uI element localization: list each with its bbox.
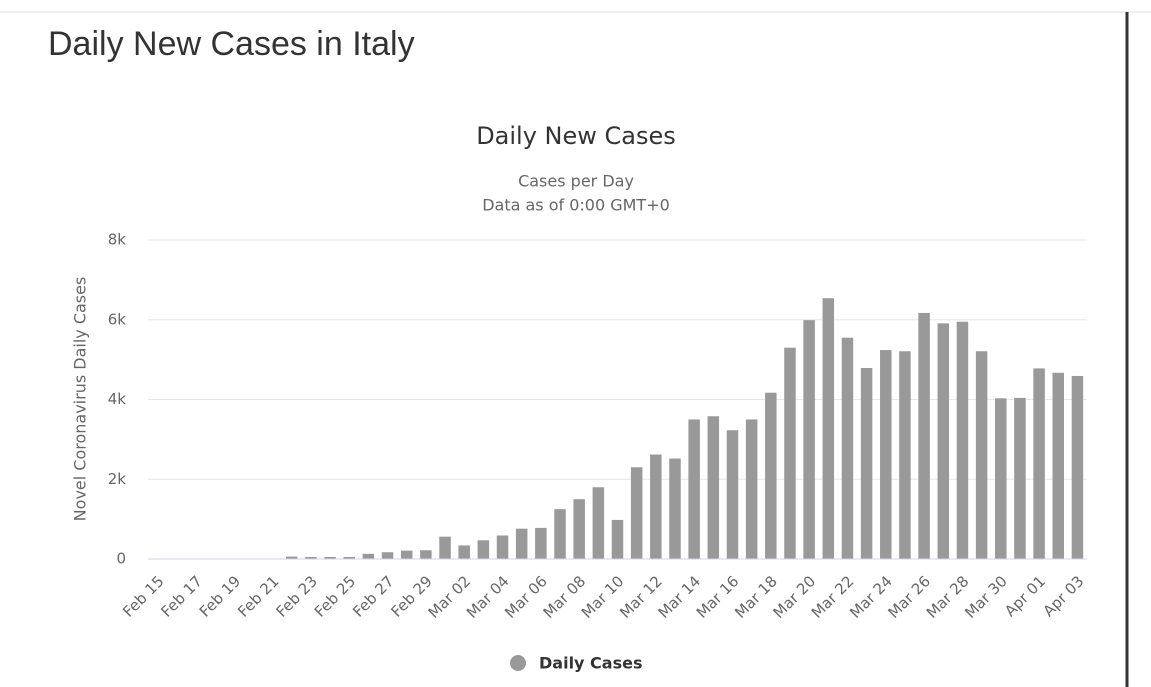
bar xyxy=(1014,397,1026,559)
bar xyxy=(573,499,585,559)
bar xyxy=(1071,375,1084,559)
legend-label[interactable]: Daily Cases xyxy=(539,654,642,673)
bar xyxy=(745,419,758,559)
bar xyxy=(707,416,720,559)
x-tick-label: Mar 06 xyxy=(501,572,551,622)
bar xyxy=(324,557,336,559)
bar xyxy=(880,350,892,559)
bar xyxy=(285,556,298,559)
bar xyxy=(630,467,643,559)
y-axis-label: Novel Coronavirus Daily Cases xyxy=(71,277,90,522)
bar xyxy=(726,430,739,559)
bar xyxy=(400,550,413,559)
bar xyxy=(611,519,624,559)
bar xyxy=(362,553,375,559)
bar xyxy=(554,509,566,559)
bar xyxy=(688,419,700,559)
bar xyxy=(995,398,1007,559)
bar xyxy=(1052,372,1065,559)
x-tick-label: Mar 22 xyxy=(808,572,858,622)
y-tick-label: 8k xyxy=(108,231,127,249)
y-tick-label: 0 xyxy=(116,550,126,568)
chart-title: Daily New Cases xyxy=(476,122,676,150)
x-tick-label: Feb 27 xyxy=(349,572,397,620)
bar xyxy=(439,536,451,559)
bar xyxy=(305,557,317,559)
bar xyxy=(458,545,470,559)
chart-subtitle: Cases per Day xyxy=(518,172,634,191)
bar xyxy=(669,458,681,559)
bar xyxy=(918,312,930,559)
x-tick-label: Feb 15 xyxy=(119,572,167,620)
x-tick-label: Feb 19 xyxy=(196,572,244,620)
y-tick-label: 2k xyxy=(108,470,127,488)
x-tick-label: Feb 17 xyxy=(158,572,206,620)
x-tick-label: Apr 03 xyxy=(1039,572,1087,620)
x-tick-label: Mar 02 xyxy=(425,572,475,622)
x-tick-label: Mar 10 xyxy=(578,572,628,622)
x-tick-label: Mar 30 xyxy=(961,572,1011,622)
page-title: Daily New Cases in Italy xyxy=(48,25,415,63)
bar xyxy=(822,298,835,559)
bar xyxy=(765,392,777,559)
legend-marker xyxy=(510,655,526,671)
x-tick-label: Apr 01 xyxy=(1001,572,1049,620)
x-tick-label: Mar 26 xyxy=(885,572,935,622)
y-tick-label: 6k xyxy=(108,310,127,328)
bar xyxy=(1033,368,1045,559)
bar xyxy=(937,323,950,559)
bar xyxy=(956,321,969,559)
x-tick-label: Mar 18 xyxy=(731,572,781,622)
x-tick-label: Mar 24 xyxy=(846,572,896,622)
x-tick-label: Mar 28 xyxy=(923,572,973,622)
bar xyxy=(535,527,547,559)
bar xyxy=(803,320,815,559)
bar xyxy=(515,528,528,559)
bar xyxy=(860,367,873,559)
x-tick-label: Feb 25 xyxy=(311,572,359,620)
x-tick-label: Mar 16 xyxy=(693,572,743,622)
chart-subtitle: Data as of 0:00 GMT+0 xyxy=(482,196,670,215)
x-tick-label: Mar 14 xyxy=(655,572,705,622)
x-tick-label: Feb 21 xyxy=(234,572,282,620)
bar xyxy=(420,550,432,559)
x-tick-label: Mar 20 xyxy=(770,572,820,622)
x-tick-label: Feb 23 xyxy=(273,572,321,620)
y-tick-label: 4k xyxy=(108,390,127,408)
bar xyxy=(381,552,394,559)
bar xyxy=(477,540,490,559)
x-tick-label: Mar 04 xyxy=(463,572,513,622)
bar xyxy=(343,557,355,559)
bar xyxy=(592,487,605,559)
bar xyxy=(650,454,662,559)
bar xyxy=(841,337,854,559)
bar xyxy=(784,347,796,559)
bar xyxy=(975,351,988,559)
x-tick-label: Mar 12 xyxy=(616,572,666,622)
bar xyxy=(496,535,509,559)
bar xyxy=(899,351,911,559)
x-tick-label: Mar 08 xyxy=(540,572,590,622)
